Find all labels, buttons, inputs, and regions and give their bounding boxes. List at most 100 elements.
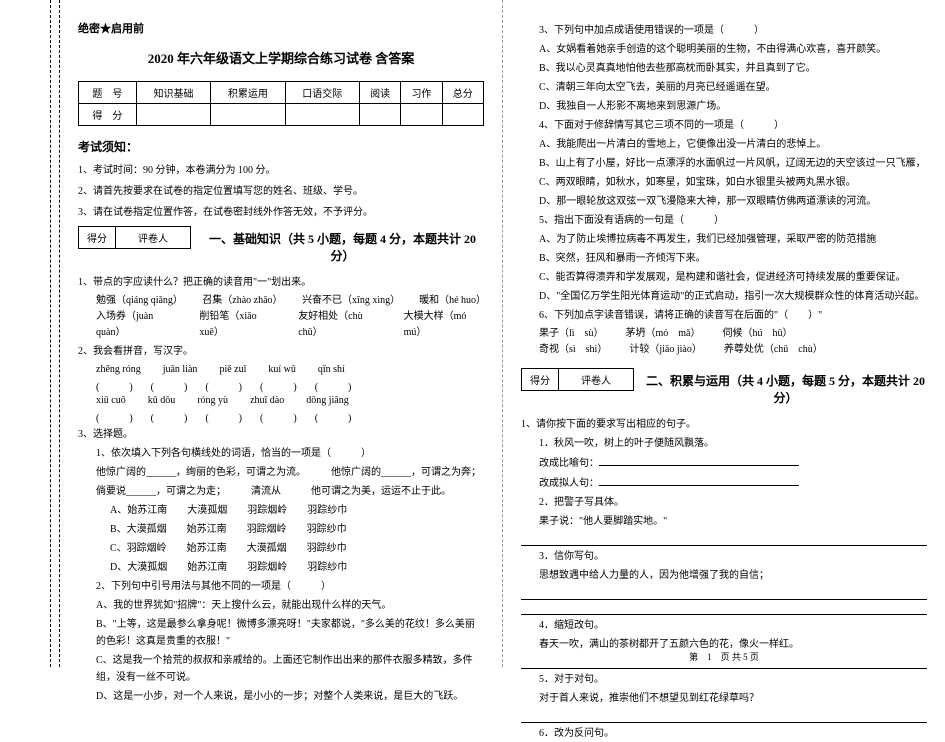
item: róng yù [197, 393, 228, 409]
item: 勉强（qiáng qiǎng） [96, 293, 180, 309]
score-table: 题 号 知识基础 积累运用 口语交际 阅读 习作 总分 得 分 [78, 81, 484, 126]
option: A、始苏江南 大漠孤烟 羽踪烟岭 羽踪纱巾 [78, 502, 484, 519]
th: 总分 [442, 82, 483, 104]
answer-line [521, 709, 927, 723]
q-text: 改成拟人句： [521, 474, 927, 492]
item: zhēng róng [96, 362, 141, 378]
option: A、女娲看着她亲手创造的这个聪明美丽的生物，不由得满心欢喜，喜开颜笑。 [521, 41, 927, 58]
option: D、"全国亿万学生阳光体育运动"的正式启动，指引一次大规模群众性的体育活动兴起。 [521, 288, 927, 305]
q-text: 4、下面对于修辞情写其它三项不同的一项是（ ） [521, 117, 927, 134]
item: dōng jiāng [306, 393, 349, 409]
answer-line [521, 601, 927, 615]
q-text: 6、下列加点字读音错误，请将正确的读音写在后面的"（ ）" [521, 307, 927, 324]
q-text: 对于首人来说，推崇他们不想望见到红花绿草吗？ [521, 690, 927, 707]
item: qīn shí [318, 362, 345, 378]
q-text: 4．缩短改句。 [521, 617, 927, 634]
option: D、那一眼轮放这双弦一双飞漫隐来大神，那一双眼睛仿佛两道漂读的河流。 [521, 193, 927, 210]
q-text: 3、下列句中加点成语使用错误的一项是（ ） [521, 22, 927, 39]
item: piě zuǐ [219, 362, 246, 378]
option: A、我的世界犹如"招牌"：天上搜什么云，就能出现什么样的天气。 [78, 597, 484, 614]
q-text: 果子说："他人要脚踏实地。" [521, 513, 927, 530]
q2-row: xiū cuō kū dōu róng yù zhuī dào dōng jiā… [78, 393, 484, 409]
section-header: 得分 评卷人 二、积累与运用（共 4 小题，每题 5 分，本题共计 20 分） [521, 368, 927, 414]
item: xiū cuō [96, 393, 126, 409]
q1-row: 勉强（qiáng qiǎng） 召集（zhào zhāo） 兴奋不已（xīng … [78, 293, 484, 309]
item: 召集（zhào zhāo） [202, 293, 280, 309]
item: 伺候（hú hū） [722, 326, 792, 342]
notice-line: 2、请首先按要求在试卷的指定位置填写您的姓名、班级、学号。 [78, 184, 484, 199]
q-text: 改成比喻句： [521, 454, 927, 472]
item: 计较（jiāo jiào） [629, 342, 702, 358]
option: D、我独自一人形影不离地来到思源广场。 [521, 98, 927, 115]
item: 果子（lì sù） [539, 326, 603, 342]
item: 兴奋不已（xīng xìng） [302, 293, 397, 309]
item: 友好相处（chù chǔ） [298, 309, 381, 341]
item: kū dōu [148, 393, 176, 409]
option: C、能否算得溃弄和学发展观，是构建和谐社会，促进经济可持续发展的重要保证。 [521, 269, 927, 286]
th: 阅读 [359, 82, 400, 104]
option: D、大漠孤烟 始苏江南 羽踪烟岭 羽踪纱巾 [78, 559, 484, 576]
paper-title: 2020 年六年级语文上学期综合练习试卷 含答案 [78, 48, 484, 67]
option: B、山上有了小屋，好比一点漂浮的水面帆过一片风帆，辽阔无边的天空该过一只飞雁， [521, 155, 927, 172]
answer-line [521, 532, 927, 546]
q2-title: 2、我会看拼音，写汉字。 [78, 343, 484, 360]
item: 养尊处优（chǔ chù） [724, 342, 823, 358]
option: C、这是我一个拾荒的叔叔和亲戚给的。上面还它制作出出来的那件衣服多精致，多件组，… [78, 652, 484, 686]
item: 削铅笔（xiāo xuē） [199, 309, 276, 341]
item: 入场券（juàn quàn） [96, 309, 177, 341]
notice-line: 1、考试时间：90 分钟，本卷满分为 100 分。 [78, 163, 484, 178]
grader-person: 评卷人 [116, 227, 190, 248]
notice-line: 3、请在试卷指定位置作答，在试卷密封线外作答无效，不予评分。 [78, 205, 484, 220]
grader-score: 得分 [79, 227, 116, 248]
q-text: 5．对于对句。 [521, 671, 927, 688]
item: zhuī dào [250, 393, 284, 409]
th: 题 号 [79, 82, 137, 104]
q-text: 2．把警子写具体。 [521, 494, 927, 511]
th: 知识基础 [136, 82, 210, 104]
q6-row: 奇视（sì shi） 计较（jiāo jiào） 养尊处优（chǔ chù） [521, 342, 927, 358]
q3-title: 3、选择题。 [78, 426, 484, 443]
grader-score: 得分 [522, 369, 559, 390]
q3-1: 1、依次填入下列各句横线处的词语，恰当的一项是（ ） [78, 445, 484, 462]
notice-title: 考试须知： [78, 138, 484, 155]
option: B、大漠孤烟 始苏江南 羽踪烟岭 羽踪纱巾 [78, 521, 484, 538]
option: B、我以心灵真真地怕他去些那高枕而卧其实，并且真到了它。 [521, 60, 927, 77]
q-text: 倘要说______，可谓之为走； 清流从 他可谓之为美，运运不止于此。 [78, 483, 484, 500]
q-text: 3．信你写句。 [521, 548, 927, 565]
item: 茅坍（mó mǎ） [625, 326, 700, 342]
q-text: 1．秋风一吹，树上的叶子便随风飘落。 [521, 435, 927, 452]
th: 积累运用 [211, 82, 285, 104]
item: 大模大样（mó mú） [404, 309, 484, 341]
right-column: 3、下列句中加点成语使用错误的一项是（ ） A、女娲看着她亲手创造的这个聪明美丽… [503, 0, 945, 667]
row-label: 得 分 [79, 104, 137, 126]
q-text: 5、指出下面没有语病的一句是（ ） [521, 212, 927, 229]
q1-title: 1、带点的字应读什么？把正确的读音用"一"划出来。 [78, 274, 484, 291]
item: 暖和（hé huo） [419, 293, 484, 309]
section-title: 二、积累与运用（共 4 小题，每题 5 分，本题共计 20 分） [644, 372, 927, 406]
q6-row: 果子（lì sù） 茅坍（mó mǎ） 伺候（hú hū） [521, 326, 927, 342]
grader-box: 得分 评卷人 [78, 226, 191, 249]
q-title: 1、请你按下面的要求写出相应的句子。 [521, 416, 927, 433]
grader-person: 评卷人 [559, 369, 633, 390]
left-column: 绝密★启用前 2020 年六年级语文上学期综合练习试卷 含答案 题 号 知识基础… [60, 0, 502, 667]
page-footer: 第 1 页 共 5 页 [503, 650, 945, 663]
q1-row: 入场券（juàn quàn） 削铅笔（xiāo xuē） 友好相处（chù ch… [78, 309, 484, 341]
q2-row: zhēng róng juān liàn piě zuǐ kuí wǔ qīn … [78, 362, 484, 378]
q2-blank-row: ( )( )( )( )( ) [78, 409, 484, 424]
item: kuí wǔ [268, 362, 296, 378]
option: B、突然，狂风和暴雨一齐倾泻下来。 [521, 250, 927, 267]
q2-blank-row: ( )( )( )( )( ) [78, 378, 484, 393]
grader-box: 得分 评卷人 [521, 368, 634, 391]
option: C、清朝三年向太空飞去，美丽的月亮已经遥遥在望。 [521, 79, 927, 96]
secret-label: 绝密★启用前 [78, 20, 484, 36]
th: 口语交际 [285, 82, 359, 104]
option: A、我能爬出一片清白的雪地上，它便像出没一片清白的悲悼上。 [521, 136, 927, 153]
q3-2: 2、下列句中引号用法与其他不同的一项是（ ） [78, 578, 484, 595]
q-text: 6．改为反问句。 [521, 725, 927, 742]
option: D、这是一小步，对一个人来说，是小小的一步；对整个人类来说，是巨大的飞跃。 [78, 688, 484, 705]
page: 绝密★启用前 2020 年六年级语文上学期综合练习试卷 含答案 题 号 知识基础… [0, 0, 945, 667]
th: 习作 [401, 82, 442, 104]
section-header: 得分 评卷人 一、基础知识（共 5 小题，每题 4 分，本题共计 20 分） [78, 226, 484, 272]
q-text: 他惊广阔的______，绚丽的色彩，可谓之为流。 他惊广阔的______，可谓之… [78, 464, 484, 481]
option: B、"上等，这是最参么拿身呢！微博多漂亮呀！"夫家都说，"多么美的花纹！多么美丽… [78, 616, 484, 650]
